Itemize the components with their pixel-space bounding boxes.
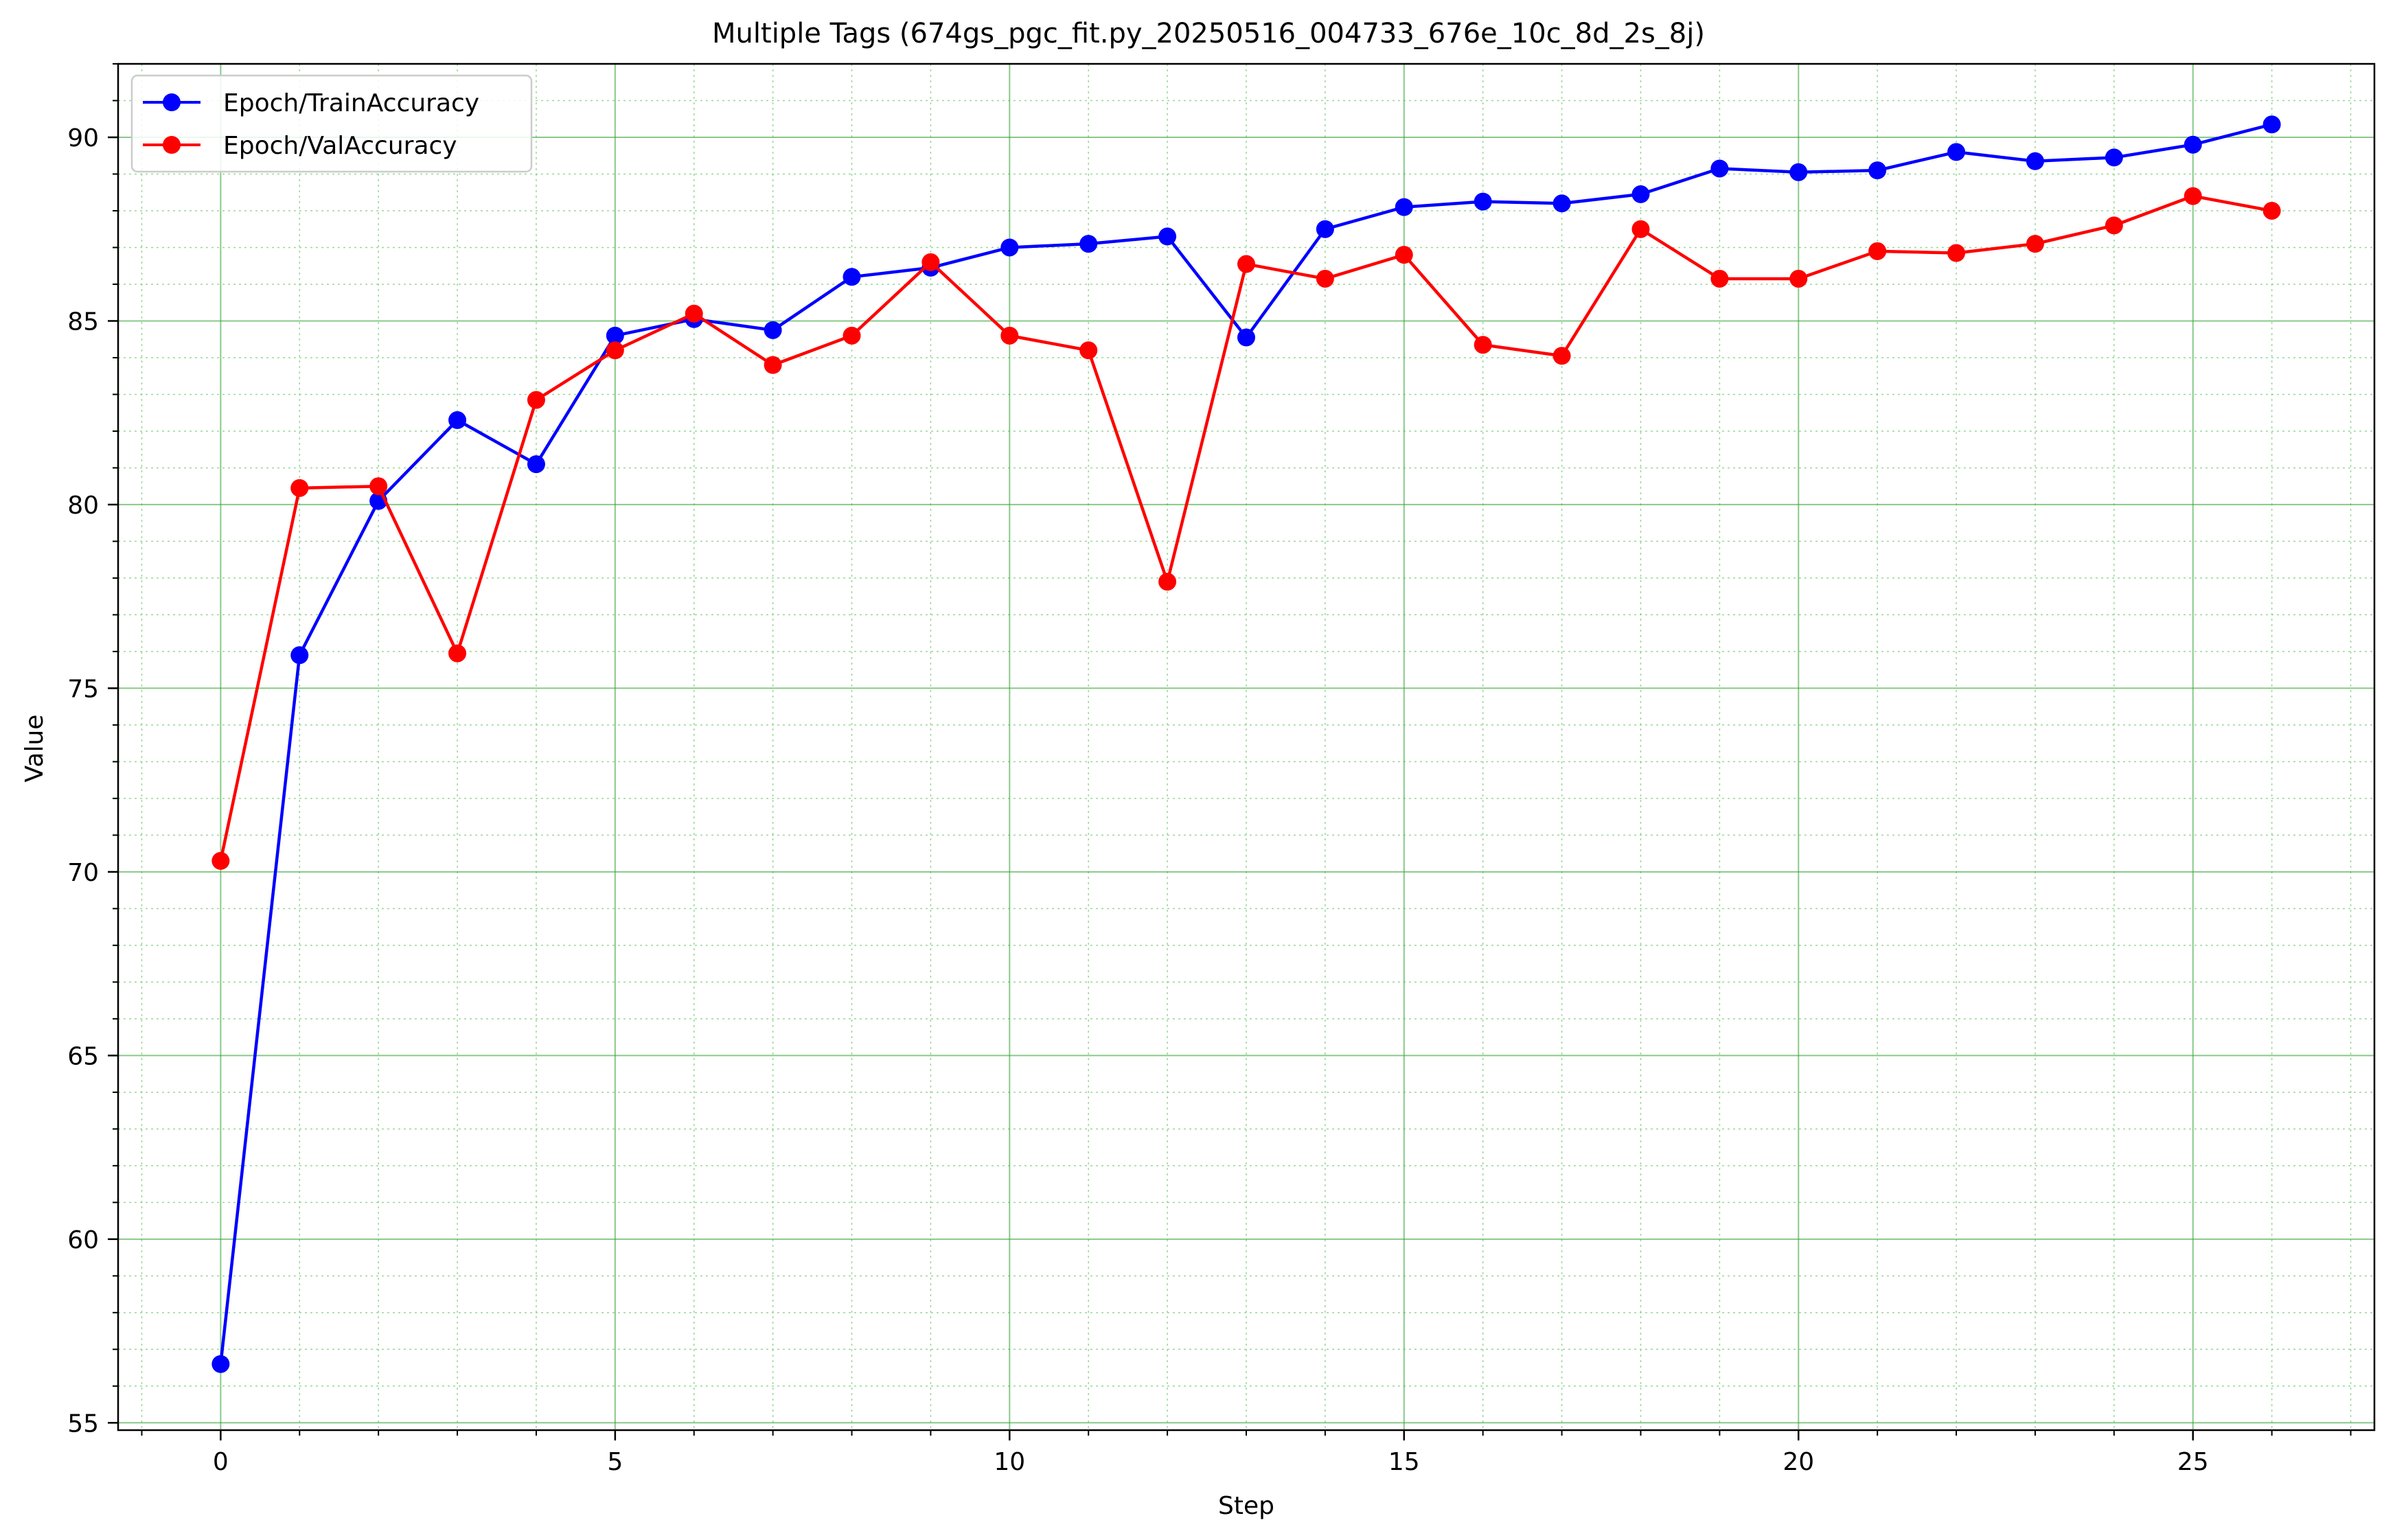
data-point-0 [1552, 194, 1571, 213]
data-point-0 [448, 411, 467, 429]
legend-label-val: Epoch/ValAccuracy [223, 132, 457, 160]
data-point-1 [685, 304, 703, 323]
data-point-0 [1789, 163, 1808, 181]
data-point-1 [1158, 573, 1177, 591]
data-point-1 [2026, 235, 2044, 253]
data-point-0 [1316, 220, 1334, 238]
data-point-0 [2262, 115, 2281, 134]
data-point-1 [921, 253, 940, 271]
y-tick-label: 70 [67, 859, 99, 887]
data-point-0 [1474, 192, 1492, 211]
x-tick-label: 5 [607, 1448, 623, 1476]
data-point-1 [1237, 255, 1255, 273]
x-tick-label: 10 [994, 1448, 1025, 1476]
major-grid [118, 64, 2374, 1430]
y-tick-label: 60 [67, 1226, 99, 1254]
data-point-1 [1631, 220, 1650, 238]
data-point-0 [211, 1355, 230, 1373]
x-axis-label: Step [1218, 1492, 1274, 1520]
data-point-1 [764, 356, 782, 374]
data-point-0 [764, 321, 782, 339]
data-point-1 [1316, 269, 1334, 288]
legend: Epoch/TrainAccuracy Epoch/ValAccuracy [130, 74, 533, 173]
data-point-0 [1710, 159, 1729, 178]
data-point-1 [1789, 269, 1808, 288]
data-point-1 [1710, 269, 1729, 288]
data-point-0 [1631, 185, 1650, 203]
data-point-0 [1868, 161, 1887, 180]
y-tick-label: 65 [67, 1042, 99, 1070]
data-point-0 [2105, 148, 2123, 167]
data-point-1 [843, 326, 861, 345]
data-point-1 [1868, 242, 1887, 260]
data-point-0 [527, 455, 545, 474]
data-point-0 [843, 268, 861, 286]
series-layer [211, 115, 2281, 1373]
data-point-0 [290, 646, 309, 665]
data-point-1 [1474, 336, 1492, 354]
data-point-1 [2184, 187, 2202, 205]
data-point-0 [1237, 328, 1255, 347]
y-tick-label: 55 [67, 1410, 99, 1438]
data-point-1 [290, 479, 309, 497]
data-point-0 [1947, 143, 1966, 161]
legend-marker-val [163, 136, 181, 154]
y-tick-label: 85 [67, 308, 99, 336]
tick-labels: 0 5 10 15 20 25 55 60 65 70 75 80 85 90 [67, 124, 2208, 1476]
data-point-0 [1079, 235, 1098, 253]
data-point-1 [369, 477, 388, 496]
x-tick-label: 15 [1388, 1448, 1420, 1476]
data-point-1 [1947, 244, 1966, 262]
minor-grid [118, 63, 2374, 1430]
data-point-1 [1079, 341, 1098, 360]
data-point-0 [1000, 238, 1019, 257]
x-tick-label: 0 [213, 1448, 229, 1476]
data-point-1 [527, 391, 545, 409]
y-tick-label: 75 [67, 675, 99, 703]
data-point-0 [1158, 227, 1177, 246]
data-point-1 [1552, 347, 1571, 365]
y-tick-label: 80 [67, 492, 99, 520]
data-point-1 [1395, 246, 1413, 264]
data-point-0 [2026, 152, 2044, 170]
data-point-0 [1395, 198, 1413, 216]
data-point-1 [448, 644, 467, 663]
legend-label-train: Epoch/TrainAccuracy [223, 89, 479, 117]
data-point-1 [211, 851, 230, 870]
x-tick-label: 25 [2177, 1448, 2209, 1476]
data-point-1 [2105, 216, 2123, 235]
x-tick-label: 20 [1783, 1448, 1814, 1476]
data-point-0 [2184, 135, 2202, 154]
axis-ticks [108, 63, 2352, 1440]
data-point-1 [2262, 201, 2281, 220]
y-tick-label: 90 [67, 124, 99, 152]
legend-marker-train [163, 93, 181, 111]
data-point-1 [1000, 326, 1019, 345]
chart-title: Multiple Tags (674gs_pgc_fit.py_20250516… [712, 18, 1705, 49]
legend-frame [130, 74, 533, 173]
data-point-0 [606, 326, 624, 345]
y-axis-label: Value [21, 715, 49, 783]
data-point-1 [606, 341, 624, 360]
